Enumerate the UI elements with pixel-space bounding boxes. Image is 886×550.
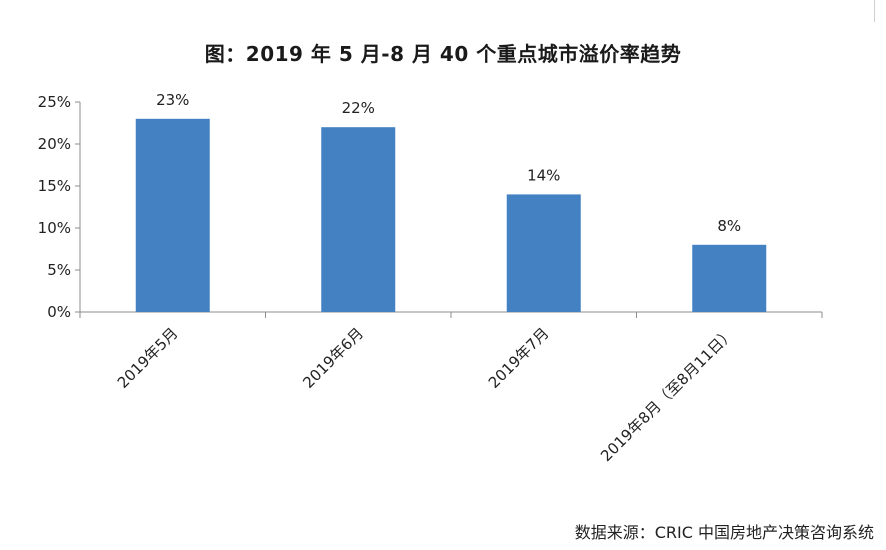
y-axis: 0% 5% 10% 15% 20% 25%: [38, 93, 81, 321]
y-tick-label: 15%: [38, 177, 71, 195]
data-labels: 23% 22% 14% 8%: [156, 91, 741, 235]
data-label: 22%: [342, 99, 375, 117]
bar: [692, 244, 767, 312]
bar: [506, 194, 581, 312]
data-label: 8%: [717, 217, 741, 235]
y-tick-label: 10%: [38, 219, 71, 237]
y-tick-label: 5%: [47, 261, 71, 279]
bars: [135, 118, 767, 312]
x-tick-labels: 2019年5月 2019年6月 2019年7月 2019年8月（至8月11日）: [114, 324, 738, 465]
data-label: 23%: [156, 91, 189, 109]
x-tick-label: 2019年7月: [485, 324, 553, 392]
bar: [321, 127, 396, 312]
y-tick-label: 20%: [38, 135, 71, 153]
y-tick-label: 0%: [47, 303, 71, 321]
x-tick-label: 2019年8月（至8月11日）: [597, 324, 738, 465]
chart-title: 图：2019 年 5 月-8 月 40 个重点城市溢价率趋势: [204, 42, 682, 66]
x-tick-label: 2019年6月: [299, 324, 367, 392]
frame-edge-line: [874, 0, 875, 22]
x-tick-label: 2019年5月: [114, 324, 182, 392]
source-note: 数据来源：CRIC 中国房地产决策咨询系统: [574, 523, 874, 542]
x-axis: [79, 311, 823, 318]
bar: [135, 118, 210, 312]
y-tick-label: 25%: [38, 93, 71, 111]
data-label: 14%: [527, 166, 560, 184]
